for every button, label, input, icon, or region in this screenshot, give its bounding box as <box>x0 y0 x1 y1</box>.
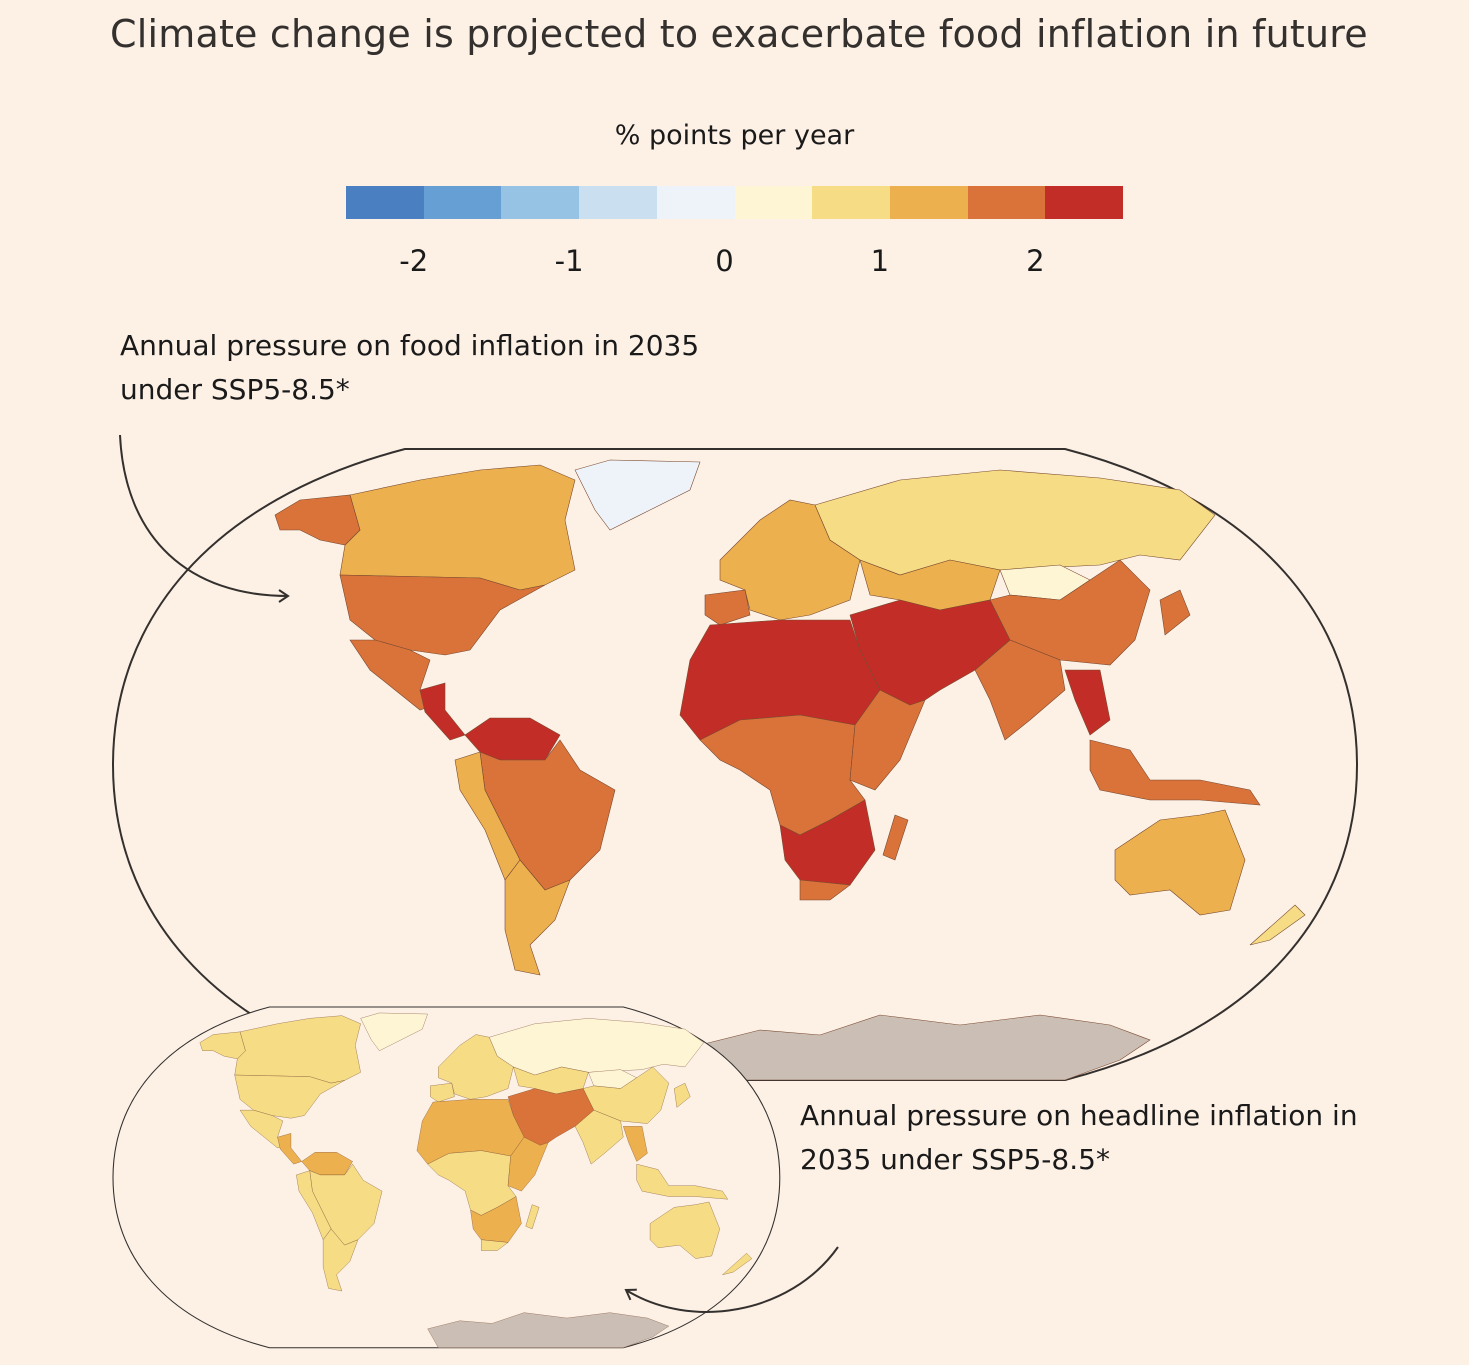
legend-tick: -1 <box>554 244 584 278</box>
region-antarctica <box>427 1312 670 1348</box>
color-swatch <box>346 186 424 219</box>
food-inflation-map <box>111 448 1359 1081</box>
region-new-zealand <box>1249 904 1306 946</box>
region-alaska <box>199 1031 246 1060</box>
region-southern-cone <box>504 859 571 976</box>
region-iberia <box>704 589 751 626</box>
legend-tick: -2 <box>399 244 429 278</box>
color-swatch <box>889 186 968 219</box>
region-japan <box>674 1082 691 1108</box>
region-usa <box>339 574 546 656</box>
region-south-africa <box>799 879 851 901</box>
food-label-line1: Annual pressure on food inflation in 203… <box>120 329 700 362</box>
region-southern-africa <box>779 799 876 886</box>
region-india <box>974 639 1066 741</box>
region-australia <box>649 1201 720 1259</box>
chart-title: Climate change is projected to exacerbat… <box>110 12 1368 56</box>
region-southeast-asia <box>1064 669 1111 736</box>
color-swatch <box>501 186 580 219</box>
region-canada <box>339 464 576 591</box>
color-swatch <box>967 186 1046 219</box>
arrow-food <box>119 434 290 603</box>
color-swatch <box>579 186 657 219</box>
headline-inflation-map <box>112 1006 781 1349</box>
region-southeast-asia <box>623 1126 648 1162</box>
region-madagascar <box>882 814 909 861</box>
color-swatch <box>812 186 890 219</box>
region-southern-cone <box>322 1228 359 1292</box>
food-map-label: Annual pressure on food inflation in 203… <box>120 324 699 412</box>
headline-label-line1: Annual pressure on headline inflation in <box>800 1099 1358 1132</box>
headline-label-line2: 2035 under SSP5-8.5* <box>800 1143 1110 1176</box>
headline-map-label: Annual pressure on headline inflation in… <box>800 1094 1358 1182</box>
region-usa <box>234 1074 345 1119</box>
region-antarctica <box>699 1014 1151 1081</box>
region-india <box>574 1109 624 1165</box>
region-south-africa <box>481 1239 509 1251</box>
region-southern-africa <box>470 1196 522 1243</box>
arrow-headline <box>624 1246 839 1313</box>
legend-tick: 1 <box>870 244 890 278</box>
region-greenland <box>360 1012 428 1051</box>
legend-tick: 0 <box>715 244 734 278</box>
region-indonesia <box>1089 739 1261 806</box>
region-iberia <box>430 1082 455 1103</box>
region-japan <box>1159 589 1191 636</box>
region-indonesia <box>636 1163 729 1200</box>
legend-unit: % points per year <box>614 120 855 151</box>
food-label-line2: under SSP5-8.5* <box>120 373 350 406</box>
region-horn-of-africa <box>849 689 926 791</box>
color-swatch <box>656 186 735 219</box>
region-madagascar <box>525 1204 540 1230</box>
region-canada <box>234 1015 361 1084</box>
region-australia <box>1114 809 1246 916</box>
color-swatch <box>1045 186 1124 219</box>
region-greenland <box>574 459 701 531</box>
legend-tick: 2 <box>1026 244 1045 278</box>
region-alaska <box>274 494 361 546</box>
color-swatch <box>423 186 502 219</box>
color-swatch <box>734 186 813 219</box>
region-horn-of-africa <box>507 1136 549 1192</box>
color-scale <box>346 186 1124 219</box>
region-new-zealand <box>722 1253 753 1275</box>
